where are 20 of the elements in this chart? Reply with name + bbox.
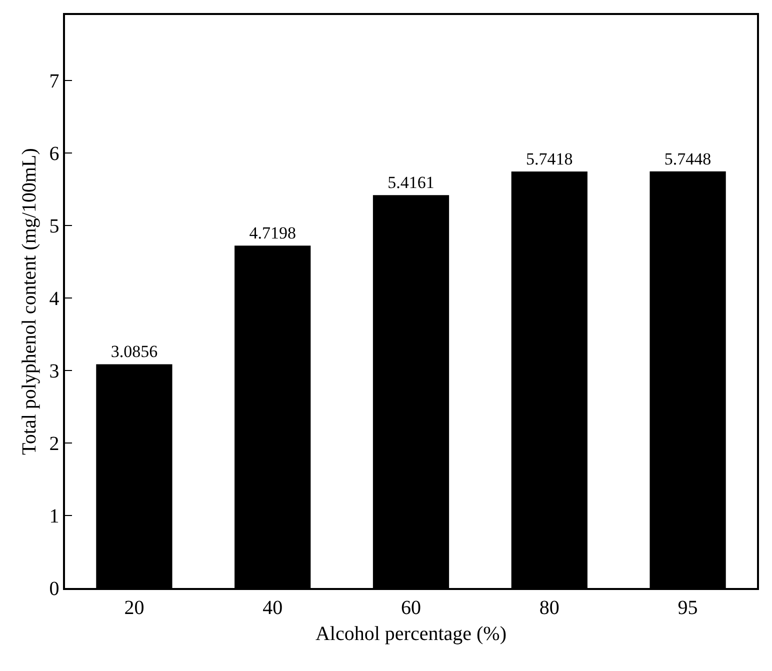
data-label: 4.7198 (249, 224, 296, 243)
y-tick-label: 1 (49, 505, 60, 528)
data-label: 5.7448 (664, 149, 712, 168)
data-label: 3.0856 (110, 342, 158, 362)
y-tick-label: 6 (49, 142, 60, 165)
x-tick-label: 20 (124, 596, 144, 619)
x-tick-label: 40 (262, 596, 283, 619)
data-label: 5.4161 (388, 173, 434, 192)
x-tick-label: 60 (401, 596, 421, 619)
y-axis-title: Total polyphenol content (mg/100mL) (18, 148, 40, 455)
y-tick-label: 5 (49, 215, 60, 238)
x-tick-label: 80 (539, 596, 560, 619)
y-tick-label: 7 (49, 70, 60, 92)
y-tick-label: 4 (49, 288, 60, 310)
y-tick-label: 2 (49, 432, 60, 455)
y-tick-label: 0 (49, 578, 60, 600)
x-axis-title: Alcohol percentage (%) (315, 622, 507, 645)
x-tick-label: 95 (678, 596, 698, 619)
y-tick-label: 3 (49, 360, 60, 382)
data-label: 5.7418 (526, 150, 573, 169)
